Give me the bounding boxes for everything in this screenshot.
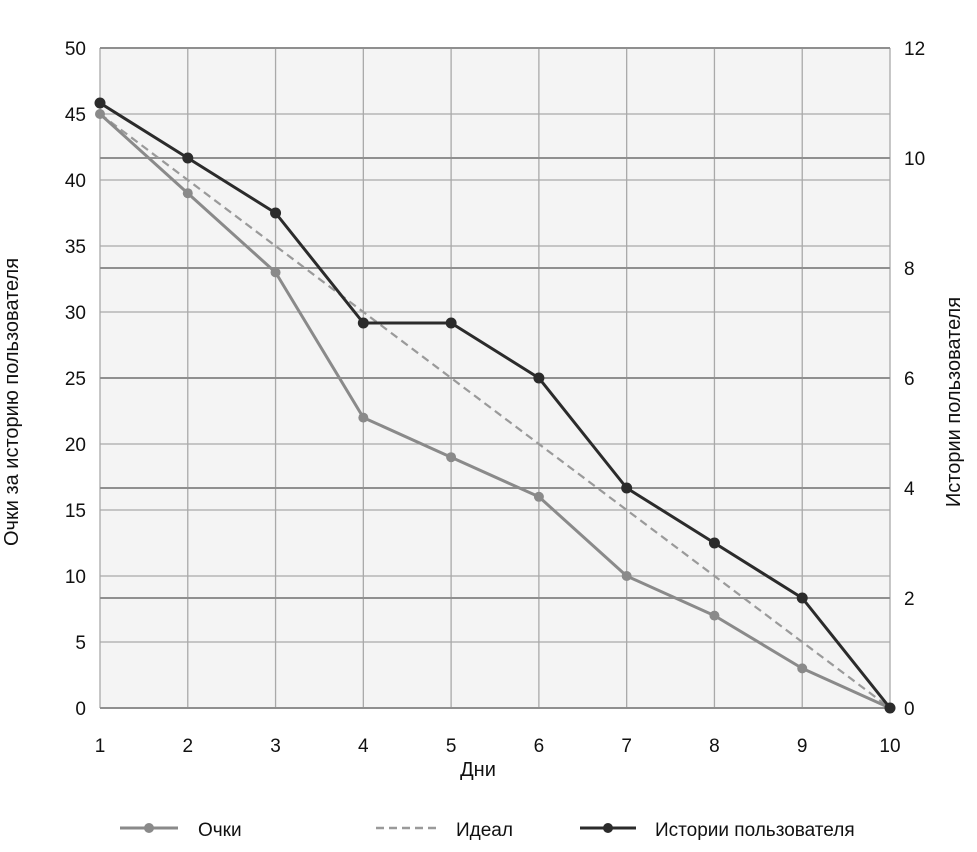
x-tick-label: 5	[446, 736, 457, 757]
x-axis-title: Дни	[460, 759, 496, 781]
y-left-tick-label: 5	[75, 633, 86, 654]
x-axis: 1 2 3 4 5 6 7 8 9 10	[95, 736, 901, 757]
y-right-tick-label: 6	[904, 369, 915, 390]
y-right-tick-label: 8	[904, 259, 915, 280]
x-tick-label: 3	[270, 736, 281, 757]
grid	[99, 47, 891, 709]
y-left-tick-label: 30	[65, 303, 86, 324]
data-point-series-0	[182, 188, 193, 199]
y-left-tick-label: 35	[65, 237, 86, 258]
y-left-tick-label: 40	[65, 171, 86, 192]
x-tick-label: 10	[879, 736, 900, 757]
y-left-tick-label: 25	[65, 369, 86, 390]
data-point-series-2	[884, 702, 896, 714]
legend-label-stories: Истории пользователя	[655, 820, 855, 841]
y-right-tick-label: 4	[904, 479, 915, 500]
data-point-series-2	[445, 317, 457, 329]
data-point-series-0	[797, 663, 808, 674]
series-line-2	[99, 101, 892, 709]
data-point-series-2	[94, 97, 106, 109]
series-line-1	[99, 113, 891, 709]
legend: Очки Идеал Истории пользователя	[120, 820, 855, 841]
series-group	[94, 97, 896, 714]
y-left-tick-label: 45	[65, 105, 86, 126]
data-point-series-2	[708, 537, 720, 549]
data-point-series-0	[446, 452, 457, 463]
data-point-series-2	[357, 317, 369, 329]
y-left-tick-label: 20	[65, 435, 86, 456]
y-left-tick-label: 0	[75, 699, 86, 720]
y-right-tick-label: 2	[904, 589, 915, 610]
y-right-tick-label: 10	[904, 149, 925, 170]
x-tick-label: 4	[358, 736, 369, 757]
y-left-tick-label: 10	[65, 567, 86, 588]
legend-item-points: Очки	[120, 820, 242, 841]
y-axis-right-title: Истории пользователя	[943, 297, 965, 507]
data-point-series-0	[621, 571, 632, 581]
y-axis-left-title: Очки за историю пользователя	[1, 258, 23, 546]
x-tick-label: 8	[709, 736, 720, 757]
y-axis-right: 0 2 4 6 8 10 12	[904, 39, 925, 720]
data-point-series-0	[533, 491, 544, 502]
data-point-series-0	[95, 109, 105, 119]
y-left-tick-label: 50	[65, 39, 86, 60]
data-point-series-0	[270, 267, 281, 278]
x-tick-label: 2	[182, 736, 193, 757]
x-tick-label: 9	[797, 736, 808, 757]
data-point-series-2	[621, 482, 633, 494]
y-axis-left: 0 5 10 15 20 25 30 35 40 45 50	[65, 39, 86, 720]
y-right-tick-label: 12	[904, 39, 925, 60]
data-point-series-2	[182, 152, 194, 164]
data-point-series-2	[270, 207, 282, 219]
legend-item-ideal: Идеал	[376, 820, 513, 841]
legend-label-points: Очки	[198, 820, 242, 841]
y-right-tick-label: 0	[904, 699, 915, 720]
y-left-tick-label: 15	[65, 501, 86, 522]
data-point-series-2	[533, 372, 545, 384]
x-tick-label: 6	[534, 736, 545, 757]
series-line-0	[98, 112, 891, 710]
x-tick-label: 7	[621, 736, 632, 757]
data-point-series-0	[358, 412, 369, 423]
x-tick-label: 1	[95, 736, 106, 757]
data-point-series-0	[709, 610, 720, 621]
data-point-series-2	[796, 592, 808, 604]
legend-label-ideal: Идеал	[456, 820, 513, 841]
legend-item-stories: Истории пользователя	[580, 820, 855, 841]
